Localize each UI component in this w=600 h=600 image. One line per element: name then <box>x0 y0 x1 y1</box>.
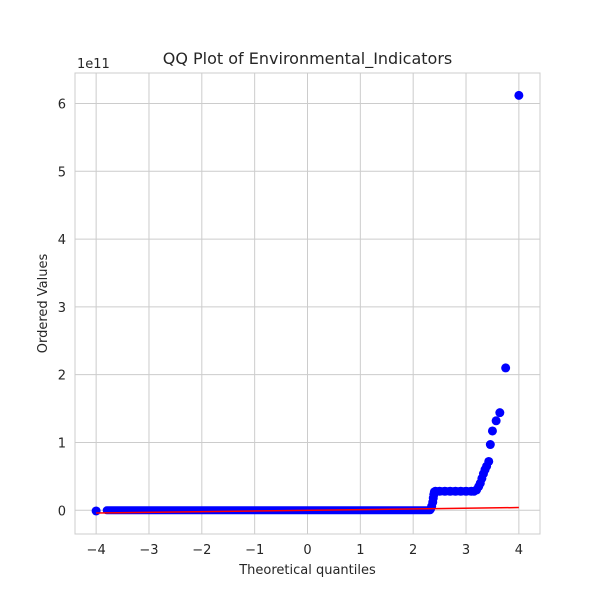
data-point <box>487 426 497 436</box>
x-tick-label: 4 <box>515 543 523 558</box>
x-tick-label: 0 <box>303 543 311 558</box>
y-tick-label: 2 <box>58 369 66 384</box>
plot-frame <box>74 72 541 535</box>
data-point <box>495 408 505 418</box>
data-point <box>501 363 511 373</box>
y-axis-label: Ordered Values <box>36 254 51 354</box>
x-tick-label: −3 <box>139 543 158 558</box>
y-tick-label: 6 <box>58 98 66 113</box>
y-tick-label: 1 <box>58 436 66 451</box>
data-point <box>91 506 101 516</box>
data-point <box>485 440 495 450</box>
x-tick-label: −4 <box>87 543 106 558</box>
y-tick-label: 4 <box>58 233 66 248</box>
tick-labels: −4 −3 −2 −1 0 1 2 3 4 0 1 2 3 4 5 6 <box>58 98 523 558</box>
x-tick-label: −1 <box>245 543 264 558</box>
x-tick-label: −2 <box>192 543 211 558</box>
data-point <box>514 90 524 100</box>
y-tick-label: 5 <box>58 165 66 180</box>
reference-line <box>96 506 519 514</box>
x-tick-label: 1 <box>356 543 364 558</box>
y-offset-label: 1e11 <box>77 57 110 72</box>
x-tick-label: 3 <box>462 543 470 558</box>
y-tick-label: 0 <box>58 504 66 519</box>
x-axis-label: Theoretical quantiles <box>238 563 376 578</box>
plot-area <box>91 90 524 516</box>
data-point <box>484 456 494 466</box>
grid-lines <box>75 73 540 534</box>
chart-title: QQ Plot of Environmental_Indicators <box>163 49 452 69</box>
y-tick-label: 3 <box>58 301 66 316</box>
data-point <box>491 416 501 426</box>
x-tick-label: 2 <box>409 543 417 558</box>
